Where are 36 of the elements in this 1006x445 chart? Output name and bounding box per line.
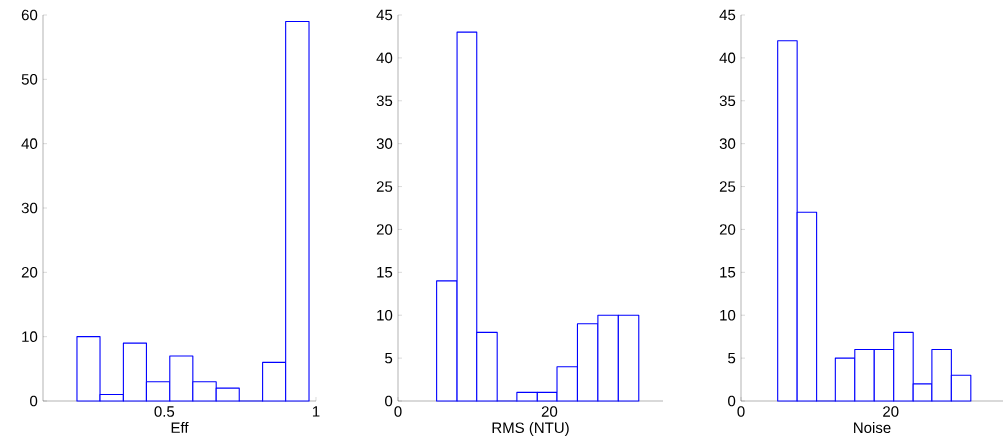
x-tick-label: 0	[737, 406, 745, 417]
x-axis-title: Eff	[171, 422, 189, 433]
y-tick-label: 30	[719, 138, 736, 149]
x-axis-title: RMS (NTU)	[492, 422, 569, 436]
y-tick-label: 10	[377, 309, 393, 321]
x-tick-label: 0	[394, 406, 402, 417]
y-tick-label: 25	[376, 181, 393, 192]
y-tick-label: 0	[385, 395, 393, 407]
y-tick-label: 45	[376, 9, 393, 21]
x-tick-label: 1	[312, 406, 320, 417]
y-tick-label: 45	[719, 9, 736, 21]
y-tick-label: 0	[30, 395, 38, 407]
y-tick-label: 35	[719, 95, 736, 107]
x-tick-label: 20	[883, 406, 899, 417]
x-tick-label: 20	[541, 406, 558, 417]
y-tick-label: 50	[21, 74, 38, 85]
y-tick-label: 20	[21, 267, 38, 278]
y-tick-label: 10	[22, 331, 38, 342]
y-tick-label: 10	[720, 309, 736, 321]
y-tick-label: 30	[21, 202, 38, 214]
y-tick-label: 60	[21, 9, 38, 21]
y-tick-label: 30	[376, 138, 393, 149]
y-tick-label: 15	[720, 267, 736, 278]
y-tick-label: 5	[385, 352, 393, 364]
x-axis-title: Noise	[854, 422, 891, 434]
y-tick-label: 0	[728, 395, 736, 407]
y-tick-label: 40	[719, 52, 736, 64]
y-tick-label: 20	[719, 224, 736, 235]
y-tick-label: 35	[376, 95, 393, 107]
y-tick-label: 25	[719, 181, 736, 192]
x-tick-label: 0.5	[154, 406, 175, 417]
y-tick-label: 15	[377, 267, 393, 278]
y-tick-label: 5	[728, 352, 736, 364]
y-tick-label: 20	[376, 224, 393, 235]
y-tick-label: 40	[376, 52, 393, 64]
y-tick-label: 40	[21, 138, 38, 149]
